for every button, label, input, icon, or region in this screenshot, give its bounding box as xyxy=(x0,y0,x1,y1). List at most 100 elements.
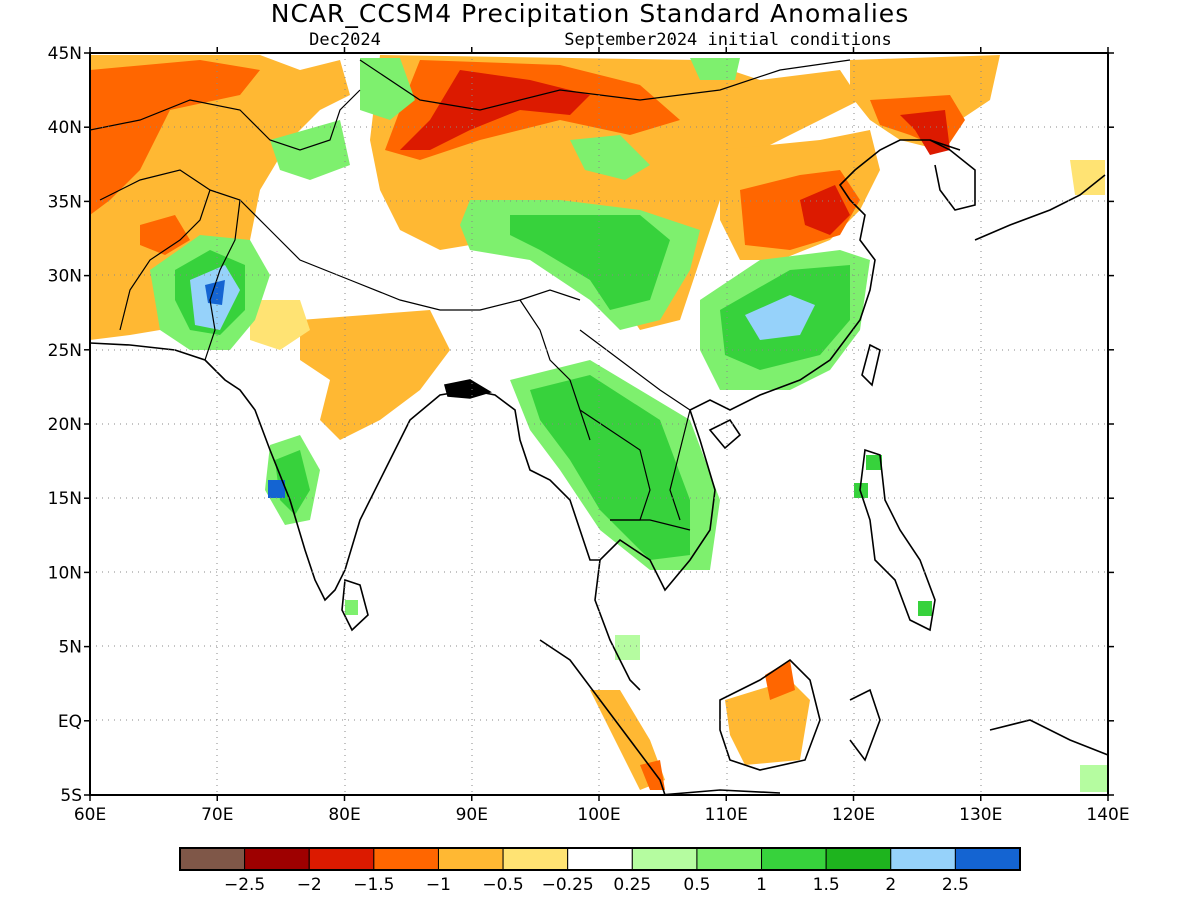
wet-anomaly-west-india-strong xyxy=(275,450,310,515)
wet-anomaly-north-2 xyxy=(270,120,350,180)
y-tick-label: 25N xyxy=(48,341,82,361)
coast-japan xyxy=(974,174,1106,241)
map-panel xyxy=(90,53,1108,795)
colorbar-swatch xyxy=(954,847,1021,871)
colorbar: −2.5 −2 −1.5 −1 −0.5 −0.25 0.25 0.5 1 1.5 2 2.5 xyxy=(179,847,1021,895)
colorbar-label: 2 xyxy=(885,875,896,895)
y-tick-label: 5S xyxy=(60,786,82,806)
colorbar-swatch xyxy=(373,847,439,871)
dry-anomaly-west-2 xyxy=(140,215,190,255)
coast-malay-peninsula xyxy=(594,559,641,691)
x-tick-label: 70E xyxy=(201,805,233,825)
anomaly-shading xyxy=(90,55,1108,792)
colorbar-label: −1 xyxy=(426,875,451,895)
x-tick-label: 100E xyxy=(577,805,620,825)
coast-south-asia xyxy=(90,139,961,602)
coastlines xyxy=(90,139,1108,795)
coast-borneo xyxy=(719,658,821,771)
wet-anomaly-malaya xyxy=(615,635,640,660)
wet-anomaly-north-1 xyxy=(360,58,415,120)
x-tick-label: 90E xyxy=(456,805,488,825)
border-india-north xyxy=(209,189,581,311)
coast-taiwan xyxy=(861,343,881,387)
colorbar-label: −2 xyxy=(297,875,322,895)
border-laos-vietnam xyxy=(579,329,691,521)
colorbar-swatch xyxy=(308,847,375,871)
coast-sumatra xyxy=(539,639,666,795)
map-axes: 60E 70E 80E 90E 100E 110E 120E 130E 140E 45N 40N 35… xyxy=(48,44,1130,825)
x-tick-label: 80E xyxy=(328,805,360,825)
dry-anomaly-japan xyxy=(1070,160,1105,195)
colorbar-swatch xyxy=(244,847,310,871)
colorbar-swatch xyxy=(567,847,633,871)
border-central-asia xyxy=(90,89,361,151)
x-tick-label: 130E xyxy=(959,805,1002,825)
colorbar-label: 1 xyxy=(756,875,767,895)
coast-hainan xyxy=(708,418,742,450)
border-myanmar xyxy=(519,299,591,441)
lat-lon-grid xyxy=(90,53,1108,795)
figure-title: NCAR_CCSM4 Precipitation Standard Anomal… xyxy=(271,0,909,28)
wet-anomaly-indochina-strong xyxy=(530,375,690,560)
dry-anomaly-west-strong xyxy=(90,60,260,215)
colorbar-swatch xyxy=(825,847,892,871)
colorbar-label: 2.5 xyxy=(942,875,969,895)
y-tick-label: 20N xyxy=(48,415,82,435)
wet-anomaly-north-4 xyxy=(690,58,740,80)
colorbar-swatch xyxy=(631,847,698,871)
colorbar-swatch xyxy=(179,847,246,871)
x-tick-label: 120E xyxy=(832,805,875,825)
wet-anomaly-south-china-core xyxy=(745,295,815,340)
colorbar-label: 0.5 xyxy=(683,875,710,895)
coast-philippines xyxy=(859,448,936,632)
x-tick-label: 60E xyxy=(74,805,106,825)
colorbar-swatch xyxy=(761,847,827,871)
y-tick-label: 5N xyxy=(58,638,82,658)
y-tick-label: EQ xyxy=(58,712,82,732)
wet-anomaly-philippines xyxy=(866,455,882,470)
wet-anomaly-tibet-strong xyxy=(510,215,670,310)
border-china-mongolia xyxy=(359,59,851,111)
y-tick-label: 30N xyxy=(48,267,82,287)
coast-sulawesi xyxy=(849,688,881,762)
colorbar-frame xyxy=(179,847,1021,871)
colorbar-swatch xyxy=(890,847,956,871)
border-pakistan-india xyxy=(204,199,241,361)
x-tick-label: 140E xyxy=(1086,805,1129,825)
coast-bangladesh xyxy=(444,379,492,399)
coast-korea xyxy=(929,139,976,211)
colorbar-swatch xyxy=(696,847,763,871)
country-borders xyxy=(90,59,851,531)
colorbar-label: 1.5 xyxy=(813,875,840,895)
initial-conditions-label: September2024 initial conditions xyxy=(564,30,892,50)
y-tick-label: 40N xyxy=(48,118,82,138)
wet-anomaly-srilanka xyxy=(345,600,358,615)
colorbar-label: 0.25 xyxy=(613,875,651,895)
coast-newguinea xyxy=(989,719,1108,756)
y-tick-label: 10N xyxy=(48,563,82,583)
colorbar-swatch xyxy=(437,847,504,871)
wet-anomaly-west-india-peak xyxy=(268,480,285,498)
colorbar-swatch xyxy=(502,847,569,871)
coast-srilanka xyxy=(341,578,369,632)
colorbar-label: −0.25 xyxy=(542,875,594,895)
wet-anomaly-mindanao xyxy=(918,601,932,616)
forecast-month-label: Dec2024 xyxy=(309,30,381,50)
dry-anomaly-east-china-core xyxy=(800,185,850,235)
colorbar-label: −1.5 xyxy=(353,875,394,895)
coast-java xyxy=(659,789,781,795)
y-tick-label: 15N xyxy=(48,489,82,509)
dry-anomaly-tarim-core xyxy=(400,70,590,150)
x-tick-label: 110E xyxy=(705,805,748,825)
dry-anomaly-borneo xyxy=(725,680,810,765)
dry-anomaly-sumatra-strong xyxy=(640,760,665,790)
colorbar-label: −2.5 xyxy=(224,875,265,895)
dry-anomaly-india xyxy=(300,310,450,440)
border-afghanistan xyxy=(99,169,211,331)
colorbar-label: −0.5 xyxy=(482,875,523,895)
border-indochina xyxy=(610,519,691,531)
dry-anomaly-india-2 xyxy=(250,300,310,350)
dry-anomaly-borneo-strong xyxy=(765,660,795,700)
wet-anomaly-newguinea xyxy=(1080,765,1108,792)
